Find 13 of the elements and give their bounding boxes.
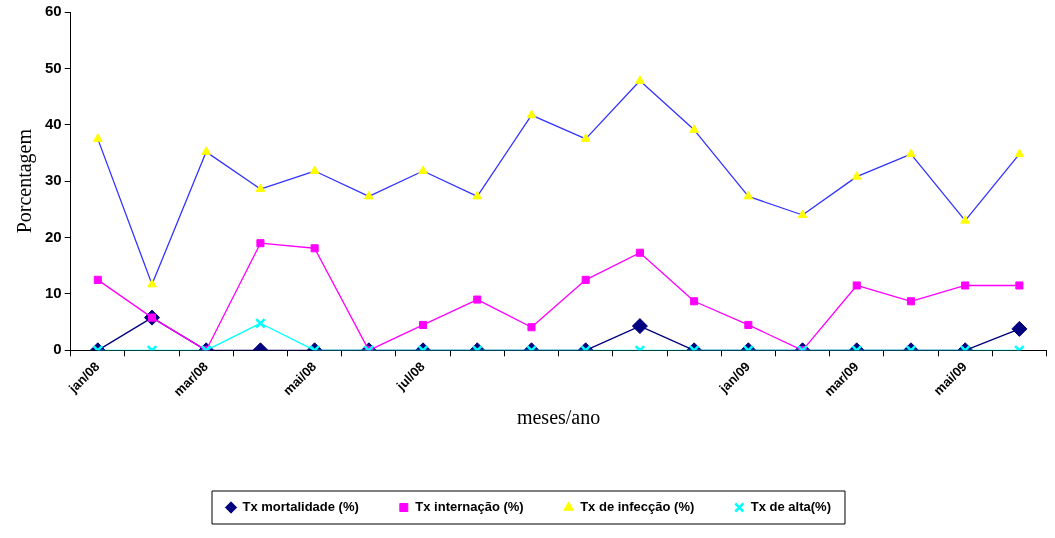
legend-label: Tx de infecção (%) <box>580 499 695 515</box>
y-axis-title: Porcentagem <box>13 128 37 234</box>
y-tick-label: 30 <box>45 171 62 189</box>
legend-label: Tx mortalidade (%) <box>242 499 359 515</box>
legend-label: Tx internação (%) <box>415 499 524 515</box>
x-axis-title: meses/ano <box>516 406 601 429</box>
y-tick-label: 10 <box>45 284 62 302</box>
y-tick-label: 50 <box>45 58 62 76</box>
y-tick-label: 60 <box>45 2 62 20</box>
y-tick-label: 20 <box>45 227 62 245</box>
legend-label: Tx de alta(%) <box>750 499 831 515</box>
y-tick-label: 0 <box>53 340 62 358</box>
y-tick-label: 40 <box>45 114 62 132</box>
